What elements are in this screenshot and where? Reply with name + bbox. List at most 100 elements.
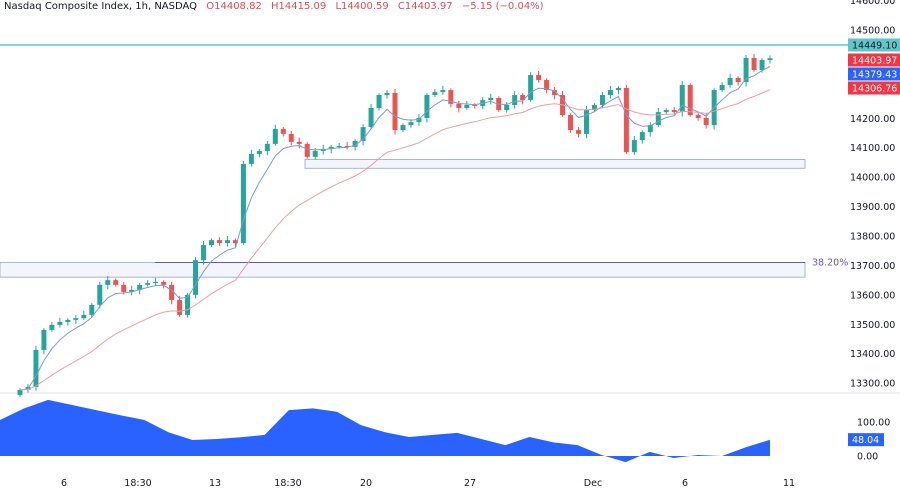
price-tag-label: 14403.97 bbox=[852, 56, 897, 67]
candle-body bbox=[583, 110, 589, 134]
candle bbox=[105, 276, 111, 290]
price-tag-bg bbox=[848, 38, 900, 52]
osc-tick-label: 0.00 bbox=[857, 452, 878, 463]
y-tick-label: 14600.00 bbox=[850, 0, 895, 7]
candle-body bbox=[105, 280, 111, 285]
candle-body bbox=[193, 260, 199, 295]
candle-body bbox=[121, 284, 127, 292]
y-tick-label: 14200.00 bbox=[850, 114, 895, 125]
y-tick-label: 13800.00 bbox=[850, 232, 895, 243]
candle-body bbox=[328, 146, 334, 149]
candle-body bbox=[240, 163, 246, 244]
candle bbox=[216, 237, 222, 246]
candle bbox=[169, 281, 175, 305]
price-tag: 14449.10 bbox=[848, 38, 900, 52]
candle-body bbox=[288, 133, 294, 142]
close-value: C14403.97 bbox=[397, 1, 453, 12]
y-tick-label: 13600.00 bbox=[850, 290, 895, 301]
candle bbox=[647, 122, 653, 137]
candle-body bbox=[129, 289, 135, 292]
candle-body bbox=[280, 128, 286, 134]
candle bbox=[224, 236, 230, 247]
candle-body bbox=[536, 75, 542, 81]
candle-body bbox=[201, 245, 207, 261]
candle-body bbox=[177, 299, 183, 315]
candle bbox=[591, 103, 597, 112]
candle bbox=[113, 278, 119, 287]
candle-body bbox=[376, 95, 382, 108]
candle-body bbox=[520, 95, 526, 101]
candle bbox=[536, 70, 542, 83]
candle-body bbox=[528, 75, 534, 101]
candle-body bbox=[49, 324, 55, 330]
candle-body bbox=[448, 90, 454, 104]
candle-body bbox=[671, 110, 677, 113]
candle bbox=[161, 280, 167, 289]
candle-body bbox=[264, 143, 270, 151]
candle bbox=[201, 241, 207, 265]
candle-body bbox=[65, 319, 71, 322]
candle-body bbox=[408, 122, 414, 126]
candle-body bbox=[504, 105, 510, 111]
candle-body bbox=[456, 103, 462, 108]
y-tick-label: 13300.00 bbox=[850, 379, 895, 390]
candle-body bbox=[161, 281, 167, 285]
candle bbox=[695, 112, 701, 121]
candle-body bbox=[360, 127, 366, 141]
symbol-title: Nasdaq Composite Index, 1h, NASDAQ bbox=[4, 1, 198, 12]
x-tick-label: 6 bbox=[682, 478, 688, 488]
price-tag-bg bbox=[848, 53, 900, 67]
candle bbox=[735, 76, 741, 86]
candle bbox=[631, 135, 637, 155]
candle-body bbox=[248, 153, 254, 164]
candle-body bbox=[719, 85, 725, 91]
candle bbox=[129, 285, 135, 296]
x-tick-label: 18:30 bbox=[124, 478, 151, 488]
candle-body bbox=[663, 110, 669, 113]
candle-body bbox=[89, 304, 95, 315]
candle bbox=[304, 142, 310, 159]
price-tag-label: 14306.76 bbox=[852, 84, 897, 95]
x-tick-label: 20 bbox=[360, 478, 372, 488]
candle bbox=[240, 160, 246, 245]
candle bbox=[639, 130, 645, 144]
candle-body bbox=[224, 240, 230, 244]
candle bbox=[583, 105, 589, 139]
candle bbox=[392, 88, 398, 135]
candle-body bbox=[703, 117, 709, 126]
candle-body bbox=[552, 90, 558, 96]
candle bbox=[488, 93, 494, 105]
candle-body bbox=[312, 150, 318, 157]
candle-body bbox=[57, 321, 63, 325]
candle-body bbox=[169, 284, 175, 300]
candle bbox=[663, 108, 669, 115]
y-tick-label: 13500.00 bbox=[850, 320, 895, 331]
candle-body bbox=[544, 80, 550, 91]
candle bbox=[360, 124, 366, 146]
candle-body bbox=[392, 92, 398, 131]
candle-body bbox=[472, 105, 478, 107]
candle bbox=[520, 93, 526, 105]
y-tick-label: 14500.00 bbox=[850, 26, 895, 37]
candle-body bbox=[336, 145, 342, 147]
y-tick-label: 13400.00 bbox=[850, 349, 895, 360]
candle bbox=[272, 124, 278, 146]
price-tag-bg bbox=[848, 81, 900, 95]
candle bbox=[719, 82, 725, 92]
candle bbox=[145, 280, 151, 287]
candle-body bbox=[488, 97, 494, 101]
candle-body bbox=[432, 92, 438, 96]
candle-body bbox=[647, 125, 653, 133]
candle-body bbox=[208, 240, 214, 246]
candle bbox=[727, 73, 733, 88]
candle-body bbox=[17, 389, 23, 395]
candle-body bbox=[304, 143, 310, 157]
candle bbox=[751, 53, 757, 72]
candle bbox=[424, 93, 430, 123]
candle bbox=[544, 78, 550, 94]
candle bbox=[528, 72, 534, 102]
ema-fast-line bbox=[19, 66, 771, 391]
candle-body bbox=[81, 314, 87, 319]
